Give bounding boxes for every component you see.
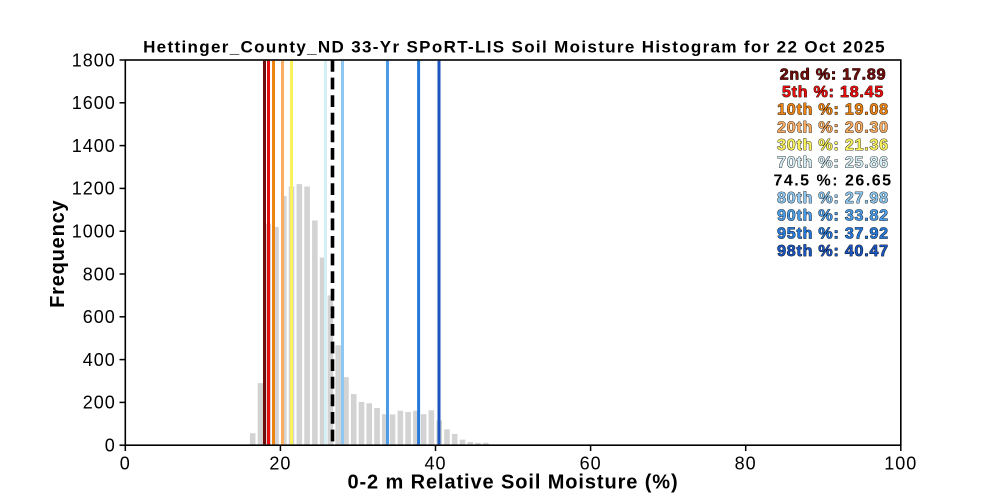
svg-text:1200: 1200 (72, 179, 116, 199)
svg-text:30th %: 21.36: 30th %: 21.36 (777, 137, 889, 154)
svg-text:5th %: 18.45: 5th %: 18.45 (782, 84, 884, 101)
svg-text:Hettinger_County_ND 33-Yr SPoR: Hettinger_County_ND 33-Yr SPoRT-LIS Soil… (143, 38, 886, 57)
svg-text:800: 800 (83, 264, 116, 284)
svg-text:10th %: 19.08: 10th %: 19.08 (777, 102, 889, 119)
svg-text:1000: 1000 (72, 222, 116, 242)
svg-text:40: 40 (424, 453, 446, 473)
svg-text:98th %: 40.47: 98th %: 40.47 (777, 243, 889, 260)
svg-text:2nd %: 17.89: 2nd %: 17.89 (780, 66, 887, 83)
svg-text:20th %: 20.30: 20th %: 20.30 (777, 119, 889, 136)
svg-text:Frequency: Frequency (47, 199, 69, 307)
svg-text:400: 400 (83, 350, 116, 370)
svg-text:1600: 1600 (72, 93, 116, 113)
svg-text:60: 60 (580, 453, 602, 473)
svg-text:74.5 %: 26.65: 74.5 %: 26.65 (773, 172, 892, 189)
svg-text:0: 0 (105, 436, 116, 456)
svg-text:80: 80 (735, 453, 757, 473)
svg-text:0: 0 (120, 453, 131, 473)
svg-text:90th %: 33.82: 90th %: 33.82 (777, 208, 889, 225)
svg-text:70th %: 25.86: 70th %: 25.86 (777, 155, 889, 172)
svg-text:20: 20 (269, 453, 291, 473)
svg-text:80th %: 27.98: 80th %: 27.98 (777, 190, 889, 207)
svg-text:1800: 1800 (72, 50, 116, 70)
svg-text:0-2 m Relative Soil Moisture (: 0-2 m Relative Soil Moisture (%) (347, 472, 678, 494)
svg-text:200: 200 (83, 393, 116, 413)
svg-text:1400: 1400 (72, 136, 116, 156)
svg-text:95th %: 37.92: 95th %: 37.92 (777, 225, 889, 242)
svg-text:600: 600 (83, 307, 116, 327)
svg-text:100: 100 (884, 453, 917, 473)
